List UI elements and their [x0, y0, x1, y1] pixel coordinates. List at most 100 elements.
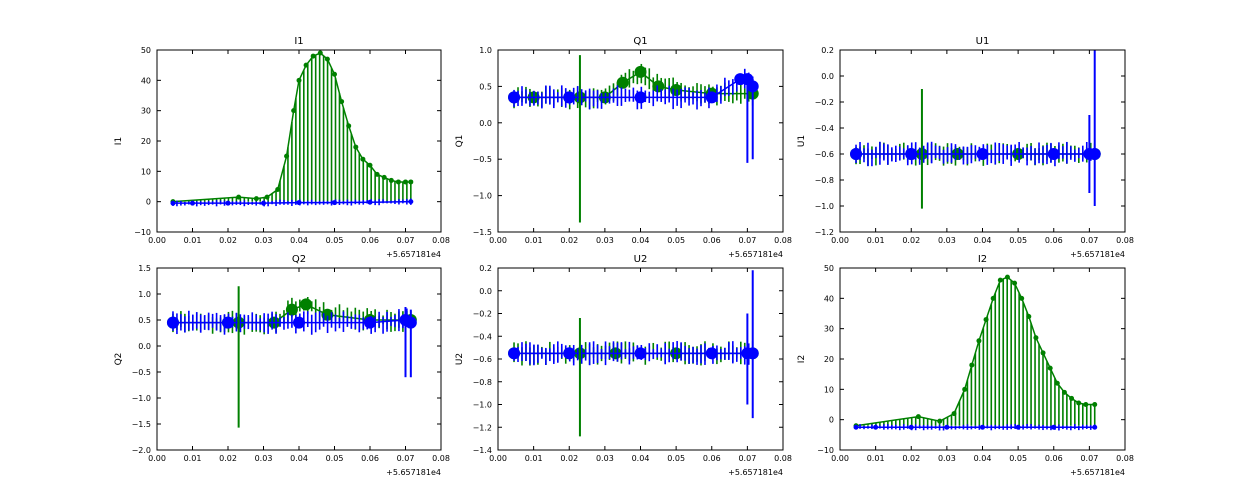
- series-point-green: [983, 317, 989, 323]
- series-point-green: [976, 338, 982, 344]
- y-tick-label: 0.0: [479, 119, 492, 128]
- series-point-green: [1047, 365, 1053, 371]
- series-point-green: [1026, 314, 1032, 320]
- x-tick-label: 0.06: [361, 454, 379, 463]
- x-tick-label: 0.03: [938, 454, 956, 463]
- y-tick-label: 30: [824, 325, 834, 334]
- x-tick-label: 0.07: [1080, 236, 1098, 245]
- x-tick-label: 0.02: [219, 454, 237, 463]
- series-point-green: [388, 177, 394, 183]
- plot-area: [508, 270, 759, 437]
- y-tick-label: −1.2: [815, 228, 834, 237]
- series-point-green: [291, 108, 297, 114]
- x-tick-label: 0.02: [560, 236, 578, 245]
- axes-frame: [839, 49, 1126, 233]
- y-tick-label: −0.6: [473, 355, 492, 364]
- x-tick-label: 0.03: [255, 236, 273, 245]
- y-tick-label: 0.0: [479, 287, 492, 296]
- y-tick-label: −1.0: [815, 202, 834, 211]
- series-point-blue: [367, 199, 373, 205]
- series-point-green: [236, 194, 242, 200]
- series-point-blue: [332, 200, 337, 206]
- y-tick-label: 0.5: [138, 316, 151, 325]
- y-tick-label: −0.4: [473, 332, 492, 341]
- series-point-green: [1033, 335, 1039, 341]
- y-tick-label: 0: [146, 198, 151, 207]
- y-tick-label: 1.0: [138, 290, 151, 299]
- series-point-green: [310, 53, 316, 59]
- x-tick-label: 0.05: [326, 236, 344, 245]
- x-tick-label: 0.05: [667, 236, 685, 245]
- series-point-green: [990, 295, 996, 301]
- series-point-green: [324, 56, 330, 62]
- x-offset-label: +5.657181e4: [728, 468, 783, 477]
- series-point-blue: [853, 424, 859, 430]
- series-point-blue: [980, 424, 985, 430]
- x-tick-label: 0.03: [938, 236, 956, 245]
- y-tick-label: 10: [824, 385, 834, 394]
- series-point-green: [395, 179, 401, 185]
- series-point-blue: [170, 200, 176, 206]
- series-point-green: [962, 386, 968, 392]
- x-tick-label: 0.05: [326, 454, 344, 463]
- y-tick-label: −0.8: [815, 176, 834, 185]
- y-tick-label: 10: [141, 167, 151, 176]
- x-tick-label: 0.00: [148, 454, 166, 463]
- x-tick-label: 0.01: [525, 236, 543, 245]
- y-tick-label: 50: [824, 264, 834, 273]
- x-tick-label: 0.07: [738, 236, 756, 245]
- subplot-q2: 0.00 0.01 0.02 0.03 0.04 0.05 0.06 0.07 0.08 −2.0…: [114, 254, 450, 477]
- y-tick-label: 0.2: [821, 46, 834, 55]
- x-offset-label: +5.657181e4: [386, 250, 441, 259]
- x-tick-label: 0.01: [525, 454, 543, 463]
- y-tick-label: −1.0: [473, 192, 492, 201]
- series-point-blue: [705, 347, 718, 360]
- series-point-green: [303, 62, 309, 68]
- y-tick-label: −0.4: [815, 124, 834, 133]
- series-point-green: [339, 99, 345, 105]
- y-tick-label: 1.5: [138, 264, 151, 273]
- series-point-blue: [976, 148, 989, 160]
- y-tick-label: 0.5: [479, 82, 492, 91]
- x-tick-label: 0.06: [703, 454, 721, 463]
- series-point-blue: [225, 200, 231, 206]
- series-point-green: [353, 144, 359, 150]
- series-point-green: [652, 80, 665, 93]
- series-point-green: [1019, 295, 1025, 301]
- y-tick-label: −1.2: [473, 423, 492, 432]
- series-point-green: [317, 50, 323, 56]
- plot-area: [170, 50, 414, 207]
- x-tick-label: 0.01: [184, 454, 202, 463]
- series-point-blue: [364, 316, 376, 329]
- x-tick-label: 0.08: [774, 236, 792, 245]
- x-tick-label: 0.06: [1045, 236, 1063, 245]
- y-tick-label: −0.8: [473, 378, 492, 387]
- series-point-blue: [908, 424, 914, 430]
- x-tick-label: 0.08: [1116, 236, 1134, 245]
- x-tick-label: 0.08: [432, 454, 450, 463]
- series-point-blue: [1051, 424, 1057, 430]
- x-tick-label: 0.02: [902, 236, 920, 245]
- x-tick-label: 0.07: [738, 454, 756, 463]
- y-tick-label: −0.5: [132, 368, 151, 377]
- subplot-title: I2: [978, 254, 987, 265]
- x-tick-label: 0.05: [1009, 236, 1027, 245]
- x-tick-label: 0.07: [1080, 454, 1098, 463]
- series-point-green: [374, 171, 380, 177]
- y-axis-label: I2: [797, 355, 807, 363]
- x-tick-label: 0.08: [774, 454, 792, 463]
- subplot-u1: 0.00 0.01 0.02 0.03 0.04 0.05 0.06 0.07 0.08 −1.2…: [797, 36, 1134, 259]
- y-tick-label: −1.0: [473, 401, 492, 410]
- y-tick-label: 1.0: [479, 46, 492, 55]
- series-point-green: [1083, 402, 1089, 407]
- series-point-blue: [1015, 424, 1021, 430]
- axes-frame: [156, 267, 442, 451]
- y-tick-label: −1.0: [132, 394, 151, 403]
- series-point-green: [360, 156, 366, 162]
- series-point-green: [997, 277, 1003, 283]
- series-point-green: [969, 362, 975, 368]
- y-tick-label: 0.0: [138, 342, 151, 351]
- series-point-green: [264, 194, 270, 200]
- x-tick-label: 0.00: [148, 236, 166, 245]
